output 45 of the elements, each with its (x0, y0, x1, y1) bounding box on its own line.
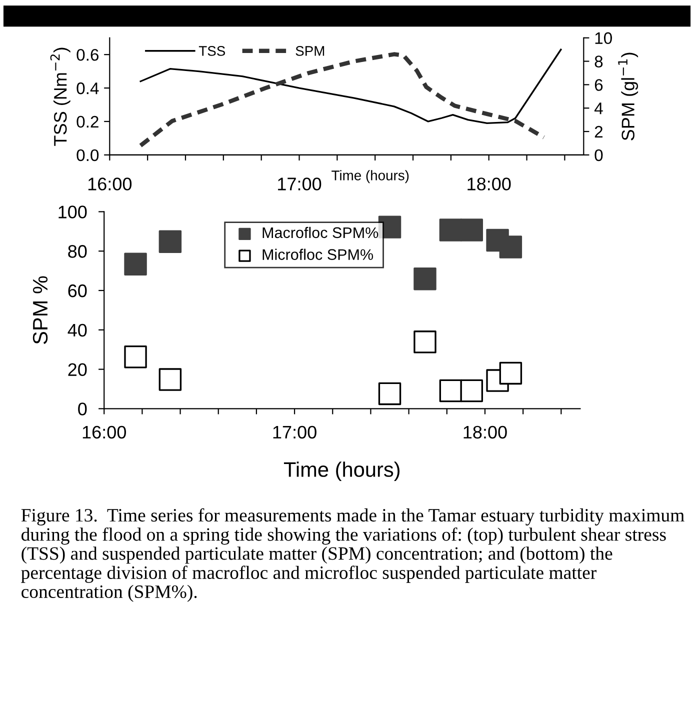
y2-tick-label: 2 (594, 126, 603, 138)
point (499, 236, 522, 258)
y-tick-label: 0.4 (76, 82, 99, 94)
y2-tick-label: 4 (594, 102, 603, 114)
point (378, 382, 402, 406)
caption: Figure 13. Time series for measurements made in the Tamar estuary turbidity maximum during the flood on a spring tide showing the variations of: (top) turbulent shear stress (TSS) and suspended particulate matter (SPM) concentration; and (bottom) the percentage division of macrofloc and microfloc suspended particulate matter concentration (SPM%). (21, 508, 684, 602)
y2-tick-label: 8 (594, 56, 603, 68)
legend-label: SPM (296, 46, 324, 56)
y-tick-label: 40 (68, 324, 87, 337)
point (460, 218, 484, 242)
y2-tick-label: 10 (595, 32, 612, 44)
point (158, 368, 182, 391)
legend-label: TSS (198, 46, 226, 56)
point (460, 379, 484, 402)
x-tick-label: 16:00 (88, 178, 132, 190)
y-tick-label: 20 (68, 363, 87, 376)
x-axis-title: Time (hours) (284, 462, 400, 482)
y-tick-label: 0.6 (76, 48, 99, 61)
y-tick-label: 0 (78, 402, 87, 416)
y-tick-label: 100 (58, 206, 87, 218)
y2-tick-label: 6 (594, 79, 603, 91)
point (124, 252, 147, 276)
point (158, 230, 182, 254)
point (439, 218, 462, 242)
y-tick-label: 80 (68, 245, 87, 258)
x-tick-label: 18:00 (468, 178, 511, 190)
legend-label: Microfloc SPM% (262, 248, 374, 260)
y-axis-title: SPM % (32, 276, 48, 344)
y-axis-title: TSS (Nm$^{−2}$) (50, 48, 70, 146)
x-tick-label: 17:00 (273, 426, 316, 439)
point (499, 362, 522, 385)
y2-tick-label: 0 (594, 149, 603, 162)
x-tick-label: 16:00 (82, 426, 126, 439)
legend-label: Macrofloc SPM% (262, 226, 378, 238)
x-tick-label: 18:00 (464, 426, 507, 439)
y2-axis-title: SPM (gl$^{−1}$) (618, 52, 638, 140)
point (414, 268, 436, 290)
y-tick-label: 0.0 (76, 149, 99, 162)
point (124, 346, 147, 368)
y-tick-label: 0.2 (76, 116, 98, 128)
y-tick-label: 60 (68, 284, 87, 298)
point (414, 330, 436, 354)
point (439, 379, 462, 402)
x-axis-title: Time (hours) (332, 170, 409, 184)
x-tick-label: 17:00 (278, 178, 322, 190)
